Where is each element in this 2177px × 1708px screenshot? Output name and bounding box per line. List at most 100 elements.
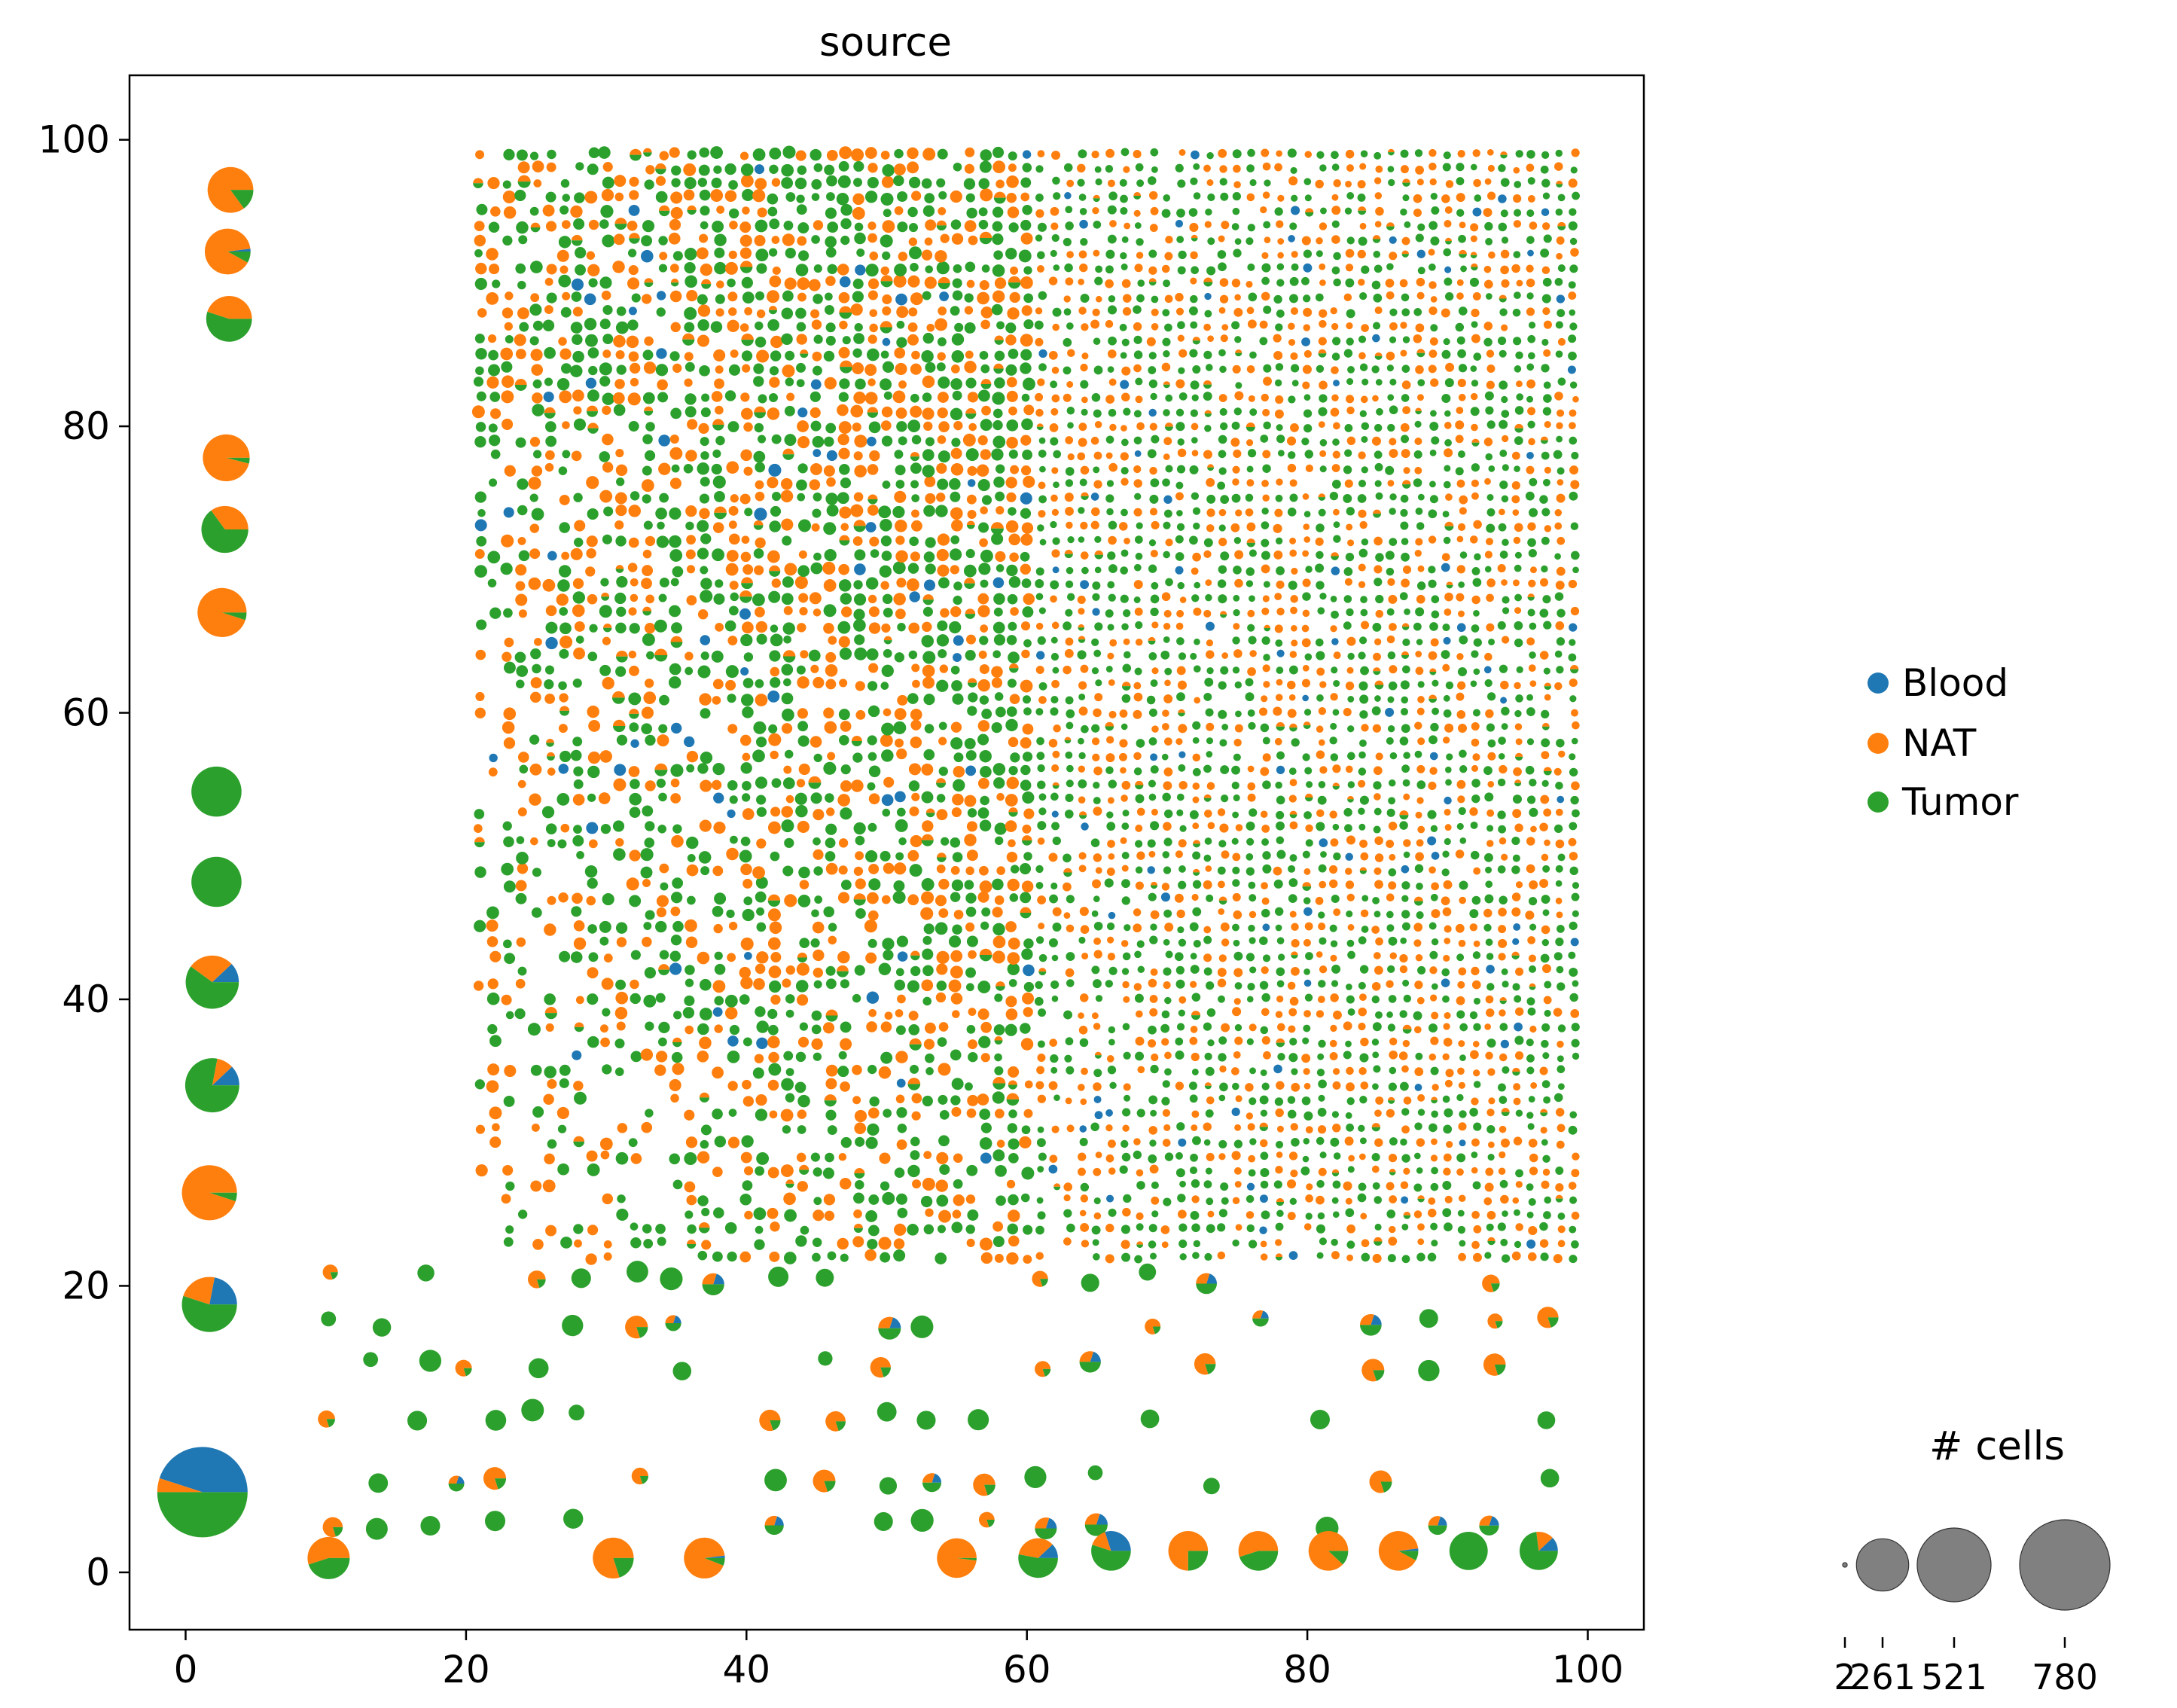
pie-point [740,836,751,846]
pie-slice [614,1007,628,1020]
pie-slice [546,292,557,303]
pie-point [697,1023,709,1035]
pie-slice [755,491,765,502]
pie-point [824,377,837,390]
pie-point [840,880,852,890]
pie-slice [867,334,877,344]
pie-point [995,1164,1007,1177]
pie-slice [629,709,639,714]
pie-slice [825,1064,838,1077]
pie-point [908,1024,920,1035]
pie-slice [1051,366,1060,374]
pie-slice [798,250,810,261]
pie-point [474,436,486,448]
pie-point [996,464,1005,474]
pie-point [839,647,852,660]
pie-point [641,706,654,719]
pie-slice [560,178,570,188]
pie-point [880,850,891,862]
pie-point [840,979,849,989]
pie-point [574,621,585,632]
pie-slice [476,203,488,215]
pie-slice [1038,953,1047,962]
pie-slice [1052,537,1060,545]
pie-slice [783,1051,794,1061]
pie-point [684,322,695,333]
pie-slice [627,392,641,406]
pie-point [486,920,499,932]
pie-slice [977,734,989,746]
pie-point [966,935,979,947]
pie-slice [1005,477,1017,489]
pie-point [1035,579,1044,588]
pie-slice [951,438,961,447]
pie-slice [700,437,709,447]
pie-slice [979,1109,991,1120]
pie-point [1050,882,1058,890]
pie-slice [514,651,526,663]
pie-point [1037,780,1046,789]
pie-point [645,821,655,831]
pie-slice [810,391,821,402]
pie-point [1038,291,1047,300]
pie-slice [895,968,904,977]
pie-slice [992,435,1006,449]
pie-slice [908,223,919,233]
pie-slice [561,220,571,229]
pie-slice [712,1108,723,1120]
pie-slice [994,377,1005,389]
pie-slice [602,433,614,446]
pie-point [869,323,878,333]
pie-slice [474,249,483,258]
pie-point [645,535,656,547]
pie-point [715,365,724,374]
pie-slice [629,190,639,200]
pie-point [1035,1225,1044,1235]
pie-slice [530,1180,542,1192]
pie-slice [603,1240,612,1249]
pie-slice [587,347,599,358]
pie-slice [854,965,865,976]
pie-slice [840,523,849,531]
pie-slice [813,294,823,304]
pie-point [1008,1194,1019,1206]
pie-point [490,449,501,459]
pie-slice [529,336,539,346]
pie-slice [685,549,696,560]
pie-point [697,1051,709,1063]
pie-point [529,493,538,502]
pie-point [642,878,651,888]
pie-slice [921,635,935,648]
pie-slice [811,1038,823,1051]
pie-slice [712,449,721,459]
pie-point [1020,349,1032,361]
pie-slice [504,322,513,331]
pie-slice [907,322,918,332]
pie-point [1081,408,1088,416]
pie-slice [571,278,584,291]
pie-slice [739,267,753,273]
pie-slice [770,952,782,963]
pie-point [700,866,710,876]
pie-point [744,951,752,960]
pie-point [1035,408,1044,417]
pie-point [813,980,822,989]
pie-slice [1023,981,1035,993]
pie-point [627,249,637,258]
pie-point [767,1167,779,1179]
pie-point [629,665,639,676]
pie-point [796,1152,806,1163]
pie-slice [724,261,738,275]
pie-slice [1007,307,1020,320]
pie-slice [516,937,526,947]
pie-slice [541,806,555,819]
pie-slice [1067,349,1075,357]
pie-slice [1037,837,1045,845]
pie-slice [477,308,487,318]
pie-point [853,822,866,835]
pie-slice [473,981,484,991]
pie-point [1037,251,1045,260]
pie-point [584,865,598,878]
pie-slice [685,978,694,987]
pie-slice [893,721,907,734]
